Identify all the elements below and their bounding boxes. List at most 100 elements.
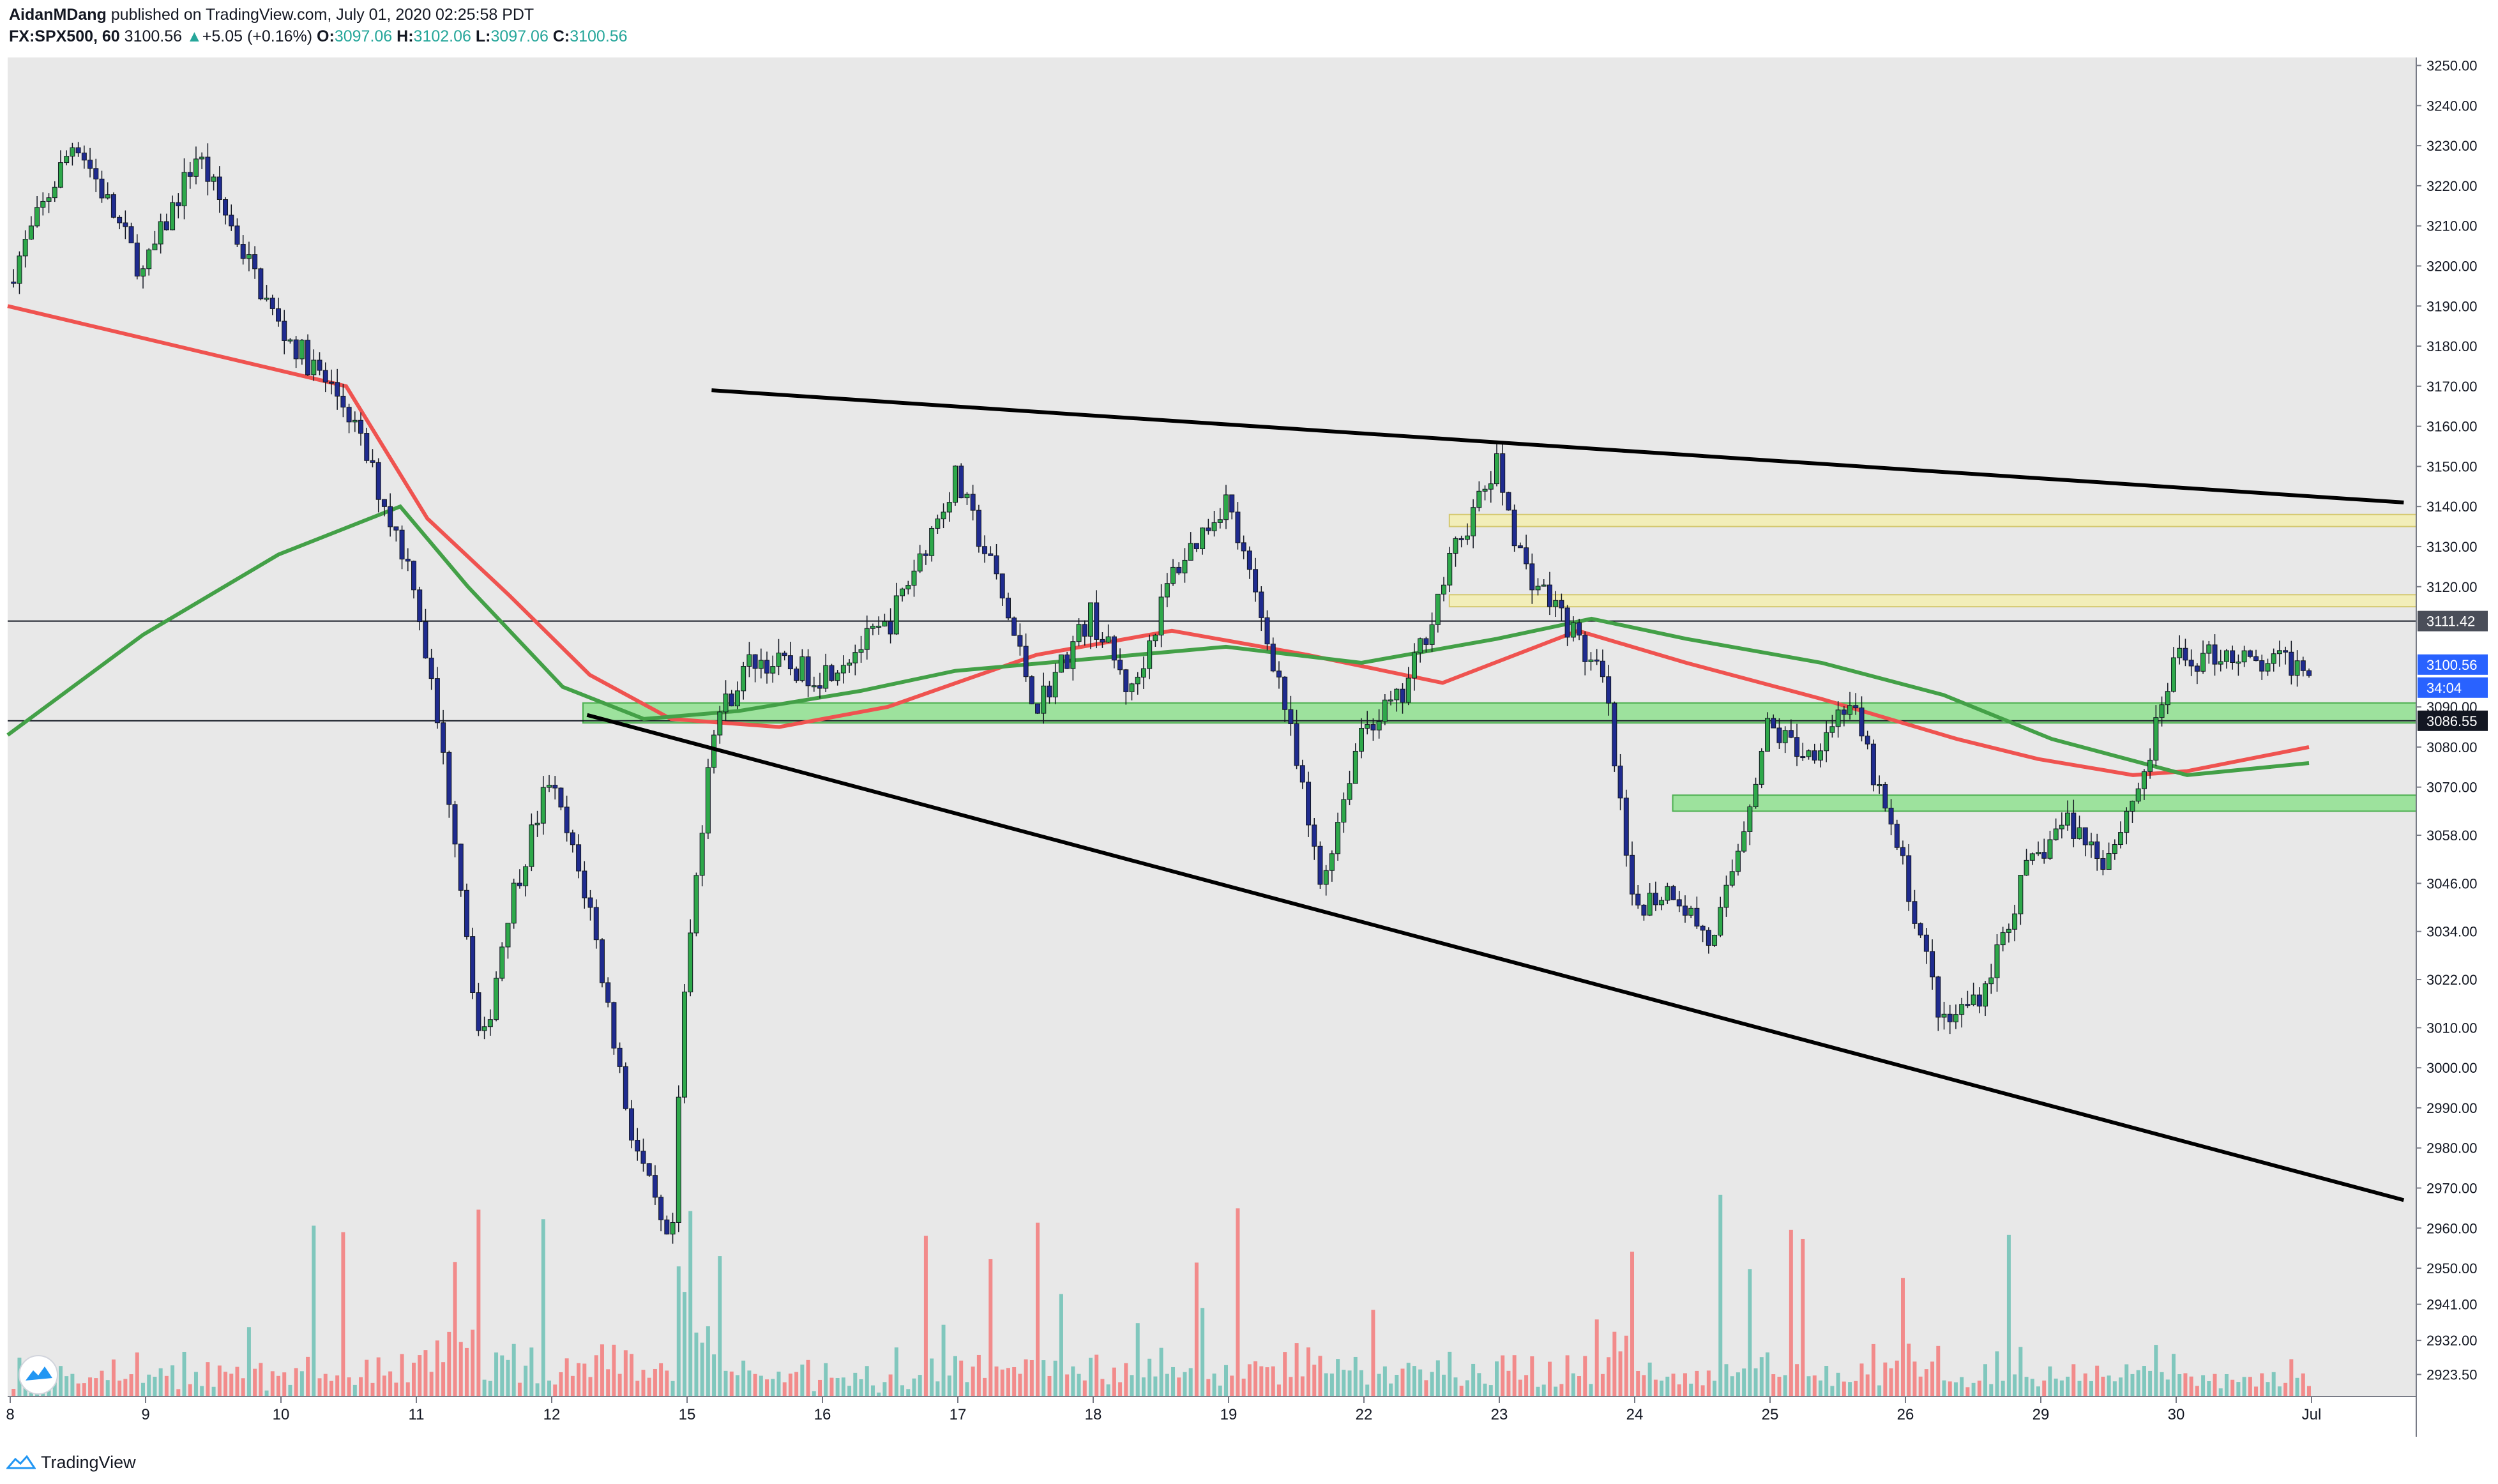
candle [946, 492, 952, 522]
candle [1753, 777, 1759, 809]
volume-bar [1700, 1385, 1705, 1397]
volume-bar [1029, 1359, 1034, 1397]
volume-bar [70, 1374, 75, 1397]
candle [1853, 693, 1859, 715]
volume-bar [2006, 1234, 2011, 1397]
price-axis[interactable]: 3250.00 3240.00 3230.00 3220.00 3210.00 3200.… [2416, 58, 2478, 1383]
zone-yellow-2[interactable] [1448, 513, 2417, 527]
candle [499, 942, 505, 981]
candle [229, 204, 234, 231]
volume-bar [847, 1386, 852, 1397]
zone-green-1[interactable] [1672, 794, 2418, 812]
candle [322, 362, 328, 393]
candle [1253, 557, 1259, 602]
candle [205, 143, 211, 196]
candle [470, 927, 476, 999]
candle [1947, 1004, 1953, 1034]
volume-bar [1012, 1367, 1017, 1397]
trendline-0[interactable] [711, 388, 2404, 504]
volume-bar [870, 1385, 875, 1397]
volume-bar [1530, 1356, 1534, 1397]
candle [870, 623, 875, 635]
volume-bar [829, 1377, 834, 1397]
candle [1553, 591, 1559, 617]
candle [1306, 771, 1312, 837]
volume-bar [312, 1225, 316, 1397]
candle [128, 222, 134, 243]
candle [923, 550, 928, 565]
candle [293, 336, 299, 368]
volume-bar [1824, 1366, 1829, 1397]
x-tick-label: 15 [679, 1406, 696, 1423]
candle [1906, 844, 1912, 911]
candle [2230, 645, 2236, 670]
candle [611, 1001, 617, 1055]
volume-bar [1265, 1367, 1269, 1397]
volume-bar [1789, 1229, 1793, 1397]
volume-bar [153, 1377, 157, 1397]
candle [305, 334, 311, 376]
candle [2059, 812, 2064, 838]
volume-bar [1483, 1383, 1487, 1397]
candle [517, 869, 522, 889]
volume-bar [211, 1386, 216, 1397]
candle [1617, 753, 1623, 810]
candle [152, 231, 158, 250]
candle [1582, 631, 1588, 676]
candle [835, 670, 840, 686]
volume-bar [1589, 1384, 1593, 1397]
volume-bar [988, 1259, 993, 1397]
volume-bar [524, 1365, 528, 1397]
candle [434, 667, 440, 729]
volume-bar [2295, 1377, 2299, 1397]
y-tick-label: 3240.00 [2426, 98, 2478, 114]
candle [1623, 789, 1629, 867]
symbol-label[interactable]: FX:SPX500, 60 [9, 27, 120, 45]
candle [876, 616, 882, 635]
candle [693, 872, 699, 937]
candle [1094, 590, 1100, 649]
volume-bar [2307, 1386, 2311, 1397]
trendline-1[interactable] [586, 713, 2405, 1202]
candle [2130, 800, 2135, 823]
candle [1594, 649, 1600, 665]
moving-average-red[interactable] [7, 304, 2310, 777]
moving-average-green[interactable] [6, 504, 2310, 777]
candle [2183, 639, 2188, 667]
volume-bar [1342, 1370, 1346, 1397]
trendlines[interactable] [586, 388, 2405, 1202]
candle [1323, 865, 1329, 896]
volume-bar [2142, 1366, 2146, 1397]
footer-brand[interactable]: TradingView [41, 1452, 136, 1472]
zone-yellow-3[interactable] [1448, 594, 2417, 608]
candle [1600, 649, 1605, 683]
candle [2271, 648, 2276, 672]
candle [823, 653, 829, 692]
candle [1435, 593, 1441, 633]
candle [670, 1213, 676, 1244]
y-tick-label: 3120.00 [2426, 579, 2478, 595]
candle [917, 545, 923, 573]
volume-bar [176, 1389, 181, 1397]
candle [1405, 667, 1411, 706]
volume-bar [259, 1363, 263, 1397]
volume-bar [1424, 1380, 1428, 1397]
high-value: 3102.06 [413, 27, 471, 45]
volume-bar [1818, 1380, 1822, 1397]
candle [1835, 701, 1841, 738]
time-axis[interactable]: 8 9 10 11 12 15 16 17 18 19 22 23 24 25 26 29 30 Jul [6, 1397, 2321, 1423]
y-tick-label: 3000.00 [2426, 1060, 2478, 1076]
candle [1153, 633, 1158, 647]
volume-bar [1618, 1351, 1623, 1397]
candle [1859, 696, 1865, 742]
y-tick-label: 3058.00 [2426, 828, 2478, 844]
candle [787, 642, 793, 676]
candle [405, 548, 411, 572]
volume-bar [564, 1358, 569, 1397]
candle [370, 449, 375, 467]
volume-bar [188, 1384, 192, 1397]
author-name[interactable]: AidanMDang [9, 6, 107, 24]
candle [1653, 881, 1658, 911]
y-tick-label: 3200.00 [2426, 258, 2478, 274]
